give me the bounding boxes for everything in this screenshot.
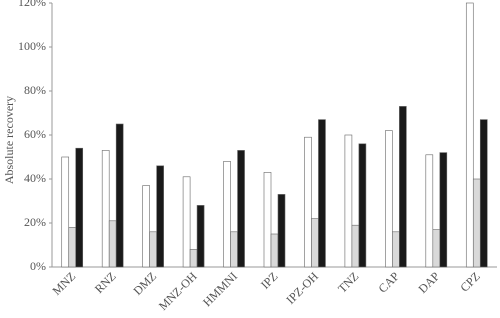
bar: [189, 249, 198, 268]
bar: [149, 231, 157, 268]
bar: [101, 150, 110, 268]
y-tick-label: 120%: [18, 0, 46, 9]
bar: [237, 150, 245, 268]
bar: [156, 165, 164, 268]
x-tick-label: RNZ: [92, 269, 119, 296]
bar: [68, 227, 77, 268]
bar: [479, 119, 488, 268]
bar: [318, 119, 326, 268]
bar: [196, 205, 205, 268]
bar: [385, 130, 393, 268]
bar: [432, 229, 441, 268]
bar: [304, 136, 312, 268]
bar: [344, 134, 353, 268]
bar: [392, 231, 400, 268]
bar: [223, 161, 231, 268]
bar: [108, 220, 117, 268]
bar: [61, 156, 70, 268]
bar: [75, 147, 84, 268]
x-tick-label: TNZ: [335, 269, 361, 295]
x-tick-label: CPZ: [457, 269, 482, 294]
y-tick-label: 80%: [24, 83, 46, 97]
y-tick-label: 40%: [24, 171, 46, 185]
bar: [425, 154, 434, 268]
x-tick-label: MNZ: [50, 269, 79, 298]
bar: [277, 194, 286, 268]
bar: [439, 152, 448, 268]
bar: [465, 2, 474, 268]
x-tick-label: HMMNI: [200, 269, 240, 309]
bar: [351, 224, 360, 268]
x-tick-label: DMZ: [130, 269, 159, 298]
y-tick-label: 20%: [24, 215, 46, 229]
y-tick-label: 100%: [18, 39, 46, 53]
y-tick-label: 0%: [30, 259, 46, 273]
y-tick-label: 60%: [24, 127, 46, 141]
x-tick-label: IPZ-OH: [283, 269, 321, 307]
bar: [399, 106, 407, 268]
x-tick-label: IPZ: [258, 269, 281, 292]
bar: [115, 123, 124, 268]
x-tick-label: CAP: [376, 269, 403, 296]
x-tick-label: DAP: [416, 269, 443, 296]
bar: [230, 231, 238, 268]
x-tick-label: MNZ-OH: [156, 269, 200, 313]
bar: [263, 172, 272, 268]
bar: [311, 218, 319, 268]
bar: [182, 176, 191, 268]
bar: [270, 233, 279, 268]
bar: [142, 185, 150, 268]
bar: [358, 143, 367, 268]
y-axis-label: Absolute recovery: [2, 96, 16, 184]
bar: [472, 178, 481, 268]
